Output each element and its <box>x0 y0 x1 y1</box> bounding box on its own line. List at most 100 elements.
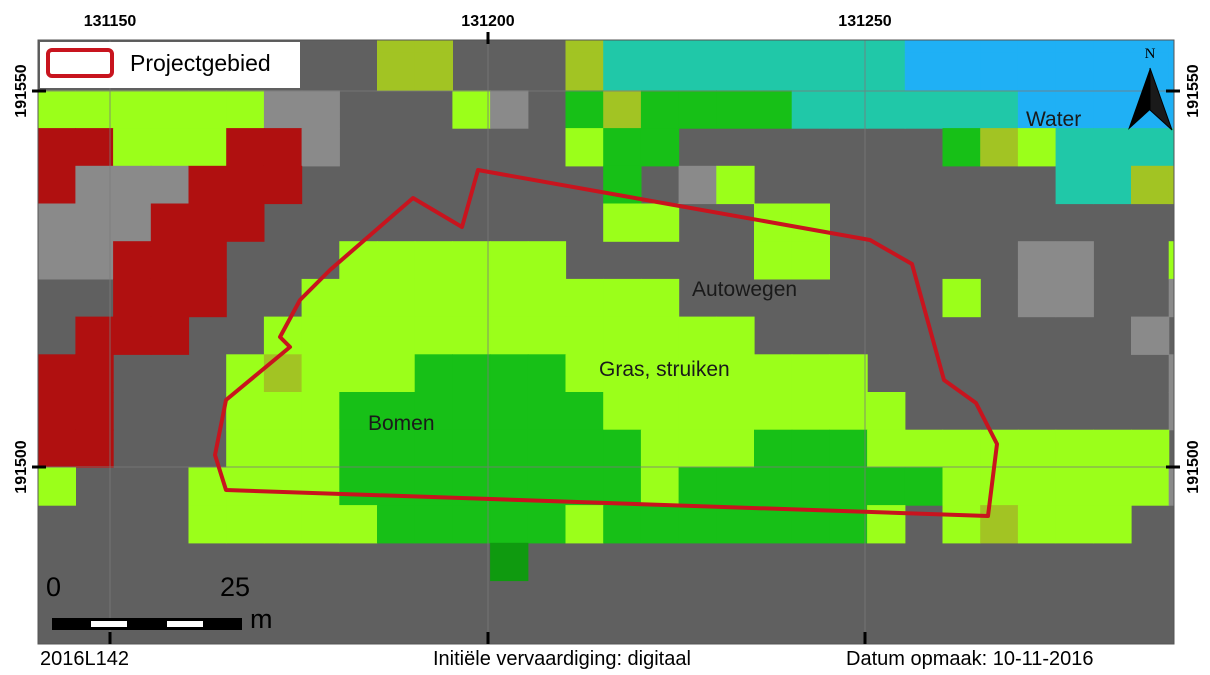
raster-cell <box>867 52 906 91</box>
raster-cell <box>754 467 793 506</box>
raster-cell <box>301 316 340 355</box>
raster-cell <box>565 128 604 167</box>
raster-cell <box>226 467 265 506</box>
raster-cell <box>829 52 868 91</box>
raster-cell <box>640 429 680 468</box>
raster-cell <box>980 90 1019 129</box>
raster-cell <box>1055 128 1094 167</box>
trees-label: Bomen <box>368 412 435 435</box>
layout-date: Datum opmaak: 10-11-2016 <box>846 648 1094 670</box>
map-frame <box>37 39 1175 645</box>
raster-cell <box>1017 40 1057 54</box>
raster-cell <box>1017 278 1057 318</box>
raster-cell <box>414 52 453 91</box>
raster-cell <box>716 165 755 205</box>
raster-cell <box>339 278 378 318</box>
water-label: Water <box>1026 108 1081 131</box>
raster-cell <box>263 429 303 468</box>
raster-cell <box>150 203 190 242</box>
raster-cell <box>1168 128 1174 167</box>
raster-cell <box>565 316 604 355</box>
raster-cell <box>1168 90 1174 129</box>
raster-cell <box>603 505 642 544</box>
grass-label: Gras, struiken <box>599 358 730 381</box>
frame-ticks <box>32 32 1180 644</box>
raster-cell <box>527 241 567 280</box>
raster-cell <box>1131 316 1170 355</box>
raster-cell <box>754 90 793 129</box>
raster-cell <box>904 429 944 468</box>
raster-cell <box>791 241 830 280</box>
raster-cell <box>678 467 717 506</box>
raster-cell <box>301 354 340 393</box>
raster-cell <box>38 429 76 468</box>
raster-cell <box>1131 429 1170 468</box>
raster-cell <box>414 467 453 506</box>
raster-cell <box>377 392 416 431</box>
raster-cell <box>1017 52 1057 91</box>
raster-cell <box>603 203 642 242</box>
raster-cell <box>565 505 604 544</box>
raster-cell <box>113 316 152 355</box>
scale-unit-label: m <box>250 604 273 634</box>
raster-cell <box>75 203 114 242</box>
raster-cell <box>1093 165 1132 205</box>
raster-cell <box>942 467 981 506</box>
raster-cell <box>565 40 604 54</box>
raster-cell <box>301 467 340 506</box>
raster-cell <box>527 316 567 355</box>
x-coordinate-label: 131150 <box>84 13 137 30</box>
y-coordinate-label-right: 191550 <box>1185 64 1202 117</box>
raster-cell <box>716 429 755 468</box>
raster-cell <box>867 90 906 129</box>
project-area-outline <box>213 168 999 518</box>
raster-cell <box>150 165 190 205</box>
raster-cell <box>414 505 453 544</box>
scale-start-label: 0 <box>46 572 62 602</box>
x-coordinate-label: 131250 <box>838 13 891 30</box>
raster-cell <box>791 354 830 393</box>
raster-cell <box>188 90 227 129</box>
raster-cell <box>791 467 830 506</box>
raster-cell <box>226 165 265 205</box>
raster-cell <box>716 354 755 393</box>
raster-cell <box>678 429 717 468</box>
raster-cell <box>1017 90 1057 129</box>
raster-cell <box>791 392 830 431</box>
raster-cell <box>150 278 190 318</box>
raster-cell <box>301 429 340 468</box>
raster-cell <box>565 278 604 318</box>
raster-cell <box>452 392 491 431</box>
raster-cell <box>1093 52 1132 91</box>
raster-cell <box>75 429 114 468</box>
raster-cell <box>980 128 1019 167</box>
raster-cell <box>527 429 567 468</box>
raster-cell <box>942 40 981 54</box>
raster-cell <box>980 467 1019 506</box>
raster-cell <box>1017 241 1057 280</box>
raster-cell <box>490 505 529 544</box>
raster-cell <box>188 165 227 205</box>
raster-cell <box>377 505 416 544</box>
raster-cell <box>527 354 567 393</box>
raster-cell <box>791 40 830 54</box>
raster-cell <box>301 505 340 544</box>
raster-cell <box>75 128 114 167</box>
raster-cell <box>38 354 76 393</box>
raster-cell <box>678 354 717 393</box>
raster-cell <box>188 128 227 167</box>
raster-cell <box>640 203 680 242</box>
raster-cell <box>452 241 491 280</box>
raster-cell <box>527 505 567 544</box>
raster-cell <box>791 52 830 91</box>
y-coordinate-label-left: 191500 <box>13 440 30 493</box>
raster-cell <box>377 241 416 280</box>
raster-cell <box>1131 40 1170 54</box>
raster-cell <box>829 354 868 393</box>
raster-cell <box>263 316 303 355</box>
raster-cell <box>829 467 868 506</box>
raster-cell <box>1055 90 1094 129</box>
raster-cell <box>38 467 76 506</box>
raster-cell <box>1168 467 1174 506</box>
raster-cell <box>716 316 755 355</box>
